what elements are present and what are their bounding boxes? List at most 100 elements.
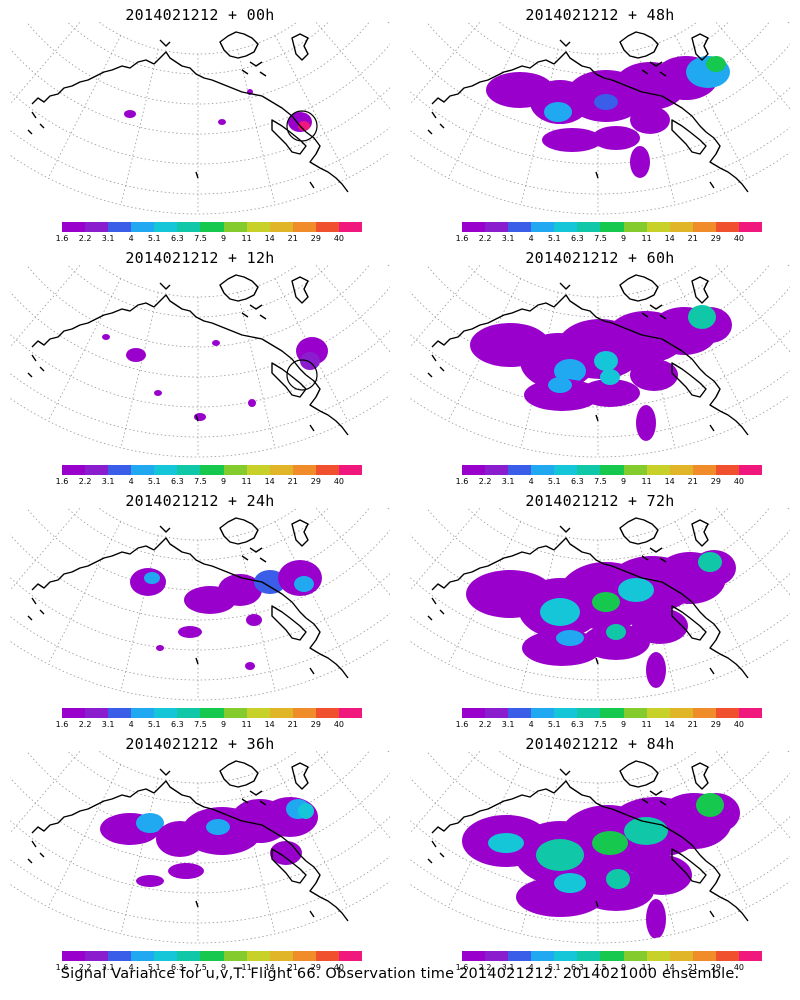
variance-contour bbox=[524, 379, 600, 411]
variance-contour bbox=[178, 626, 202, 638]
variance-field bbox=[130, 560, 322, 670]
colorbar-swatch bbox=[669, 465, 693, 475]
variance-contour bbox=[600, 369, 620, 385]
colorbar-swatch bbox=[577, 951, 601, 961]
colorbar-swatch bbox=[246, 222, 270, 232]
colorbar-tick-label: 2.2 bbox=[478, 963, 492, 972]
colorbar-tick-label: 40 bbox=[333, 477, 345, 486]
coastline bbox=[27, 517, 349, 679]
variance-contour bbox=[646, 899, 666, 939]
colorbar-ticks: 1.6 2.2 3.1 4 5.1 6.3 7.5 9 11 14 21 29 40 bbox=[47, 720, 347, 730]
colorbar-tick-label: 40 bbox=[733, 477, 745, 486]
colorbar-swatch bbox=[246, 708, 270, 718]
colorbar-swatch bbox=[154, 708, 178, 718]
map-panel: 2014021212 + 36h 1.6 2.2 3.1 4 5.1 6.3 7.5 9 11 14… bbox=[0, 729, 400, 972]
colorbar-tick-label: 4 bbox=[528, 234, 534, 243]
variance-contour bbox=[298, 121, 310, 131]
colorbar-tick-label: 3.1 bbox=[501, 234, 515, 243]
colorbar-swatch bbox=[108, 222, 132, 232]
colorbar-swatch bbox=[200, 465, 224, 475]
colorbar-swatch bbox=[177, 951, 201, 961]
colorbar-tick-label: 2.2 bbox=[478, 477, 492, 486]
colorbar-swatch bbox=[223, 222, 247, 232]
colorbar-tick-label: 40 bbox=[733, 720, 745, 729]
map-plot bbox=[410, 22, 790, 215]
colorbar-swatch bbox=[338, 951, 363, 961]
colorbar-tick-label: 7.5 bbox=[194, 720, 207, 729]
colorbar-ticks: 1.6 2.2 3.1 4 5.1 6.3 7.5 9 11 14 21 29 40 bbox=[447, 477, 747, 487]
variance-field bbox=[124, 89, 312, 132]
colorbar-swatch bbox=[462, 951, 486, 961]
colorbar-tick-label: 6.3 bbox=[571, 477, 584, 486]
variance-contour bbox=[592, 831, 628, 855]
colorbar-tick-label: 2.2 bbox=[78, 963, 92, 972]
colorbar-swatch bbox=[246, 465, 270, 475]
variance-contour bbox=[592, 592, 620, 612]
variance-field bbox=[462, 793, 740, 939]
variance-contour bbox=[606, 624, 626, 640]
variance-contour bbox=[124, 110, 136, 118]
colorbar-tick-label: 5.1 bbox=[547, 477, 561, 486]
map-border bbox=[410, 751, 790, 944]
colorbar-tick-label: 14 bbox=[664, 720, 675, 729]
colorbar-swatch bbox=[315, 951, 339, 961]
colorbar-tick-label: 9 bbox=[220, 477, 227, 486]
colorbar-swatch bbox=[692, 465, 716, 475]
colorbar-swatch bbox=[554, 465, 578, 475]
coastline bbox=[427, 760, 749, 922]
colorbar-swatch bbox=[223, 708, 247, 718]
colorbar-ticks: 1.6 2.2 3.1 4 5.1 6.3 7.5 9 11 14 21 29 40 bbox=[47, 963, 347, 973]
colorbar-swatch bbox=[485, 222, 509, 232]
panel-title: 2014021212 + 36h bbox=[125, 735, 275, 753]
colorbar-tick-label: 5.1 bbox=[147, 963, 161, 972]
colorbar-tick-label: 2.2 bbox=[78, 720, 92, 729]
colorbar bbox=[462, 951, 763, 961]
map-plot bbox=[410, 265, 790, 458]
colorbar-tick-label: 5.1 bbox=[547, 720, 561, 729]
colorbar-tick-label: 2.2 bbox=[478, 234, 492, 243]
variance-contour bbox=[630, 359, 678, 391]
colorbar-tick-label: 29 bbox=[310, 234, 321, 243]
variance-contour bbox=[298, 803, 314, 819]
colorbar-tick-label: 11 bbox=[641, 234, 652, 243]
variance-contour bbox=[592, 126, 640, 150]
variance-contour bbox=[102, 334, 110, 340]
colorbar-tick-label: 11 bbox=[241, 963, 252, 972]
colorbar-swatch bbox=[715, 465, 739, 475]
colorbar-swatch bbox=[338, 222, 363, 232]
colorbar-tick-label: 1.6 bbox=[455, 720, 469, 729]
variance-contour bbox=[540, 598, 580, 626]
variance-contour bbox=[136, 875, 164, 887]
colorbar-tick-label: 7.5 bbox=[194, 477, 207, 486]
colorbar-tick-label: 29 bbox=[710, 477, 721, 486]
colorbar-tick-label: 7.5 bbox=[194, 963, 207, 972]
observation-circle bbox=[286, 359, 318, 391]
variance-contour bbox=[554, 359, 586, 383]
colorbar-tick-label: 29 bbox=[310, 720, 321, 729]
colorbar-swatch bbox=[508, 951, 532, 961]
colorbar-tick-label: 1.6 bbox=[455, 477, 469, 486]
lat-lon-grid bbox=[10, 265, 390, 457]
variance-field bbox=[466, 550, 736, 688]
colorbar-swatch bbox=[738, 708, 763, 718]
map-panel: 2014021212 + 48h 1.6 2.2 3.1 4 5.1 6.3 7.5 9 11 14… bbox=[400, 0, 800, 243]
colorbar bbox=[462, 708, 763, 718]
variance-contour bbox=[248, 399, 256, 407]
colorbar-swatch bbox=[577, 708, 601, 718]
colorbar-tick-label: 14 bbox=[264, 963, 275, 972]
colorbar-tick-label: 7.5 bbox=[594, 963, 607, 972]
map-plot bbox=[410, 751, 790, 944]
colorbar bbox=[462, 222, 763, 232]
variance-contour bbox=[548, 377, 572, 393]
variance-contour bbox=[632, 608, 688, 644]
colorbar-swatch bbox=[292, 708, 316, 718]
panel-title: 2014021212 + 84h bbox=[525, 735, 675, 753]
variance-contour bbox=[706, 56, 726, 72]
colorbar-tick-label: 4 bbox=[528, 477, 534, 486]
colorbar-tick-label: 9 bbox=[620, 234, 627, 243]
colorbar-swatch bbox=[177, 465, 201, 475]
colorbar-swatch bbox=[623, 465, 647, 475]
colorbar-tick-label: 11 bbox=[241, 720, 252, 729]
colorbar-tick-label: 1.6 bbox=[55, 234, 69, 243]
map-panel: 2014021212 + 24h 1.6 2.2 3.1 4 5.1 6.3 7.5 9 11 14… bbox=[0, 486, 400, 729]
